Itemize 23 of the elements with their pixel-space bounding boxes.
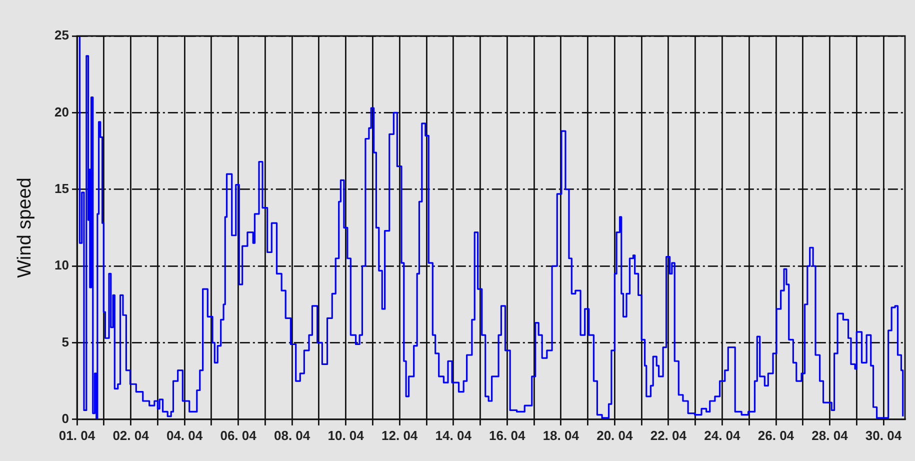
x-tick-label: 20. 04 [596, 428, 634, 443]
x-tick-label: 02. 04 [112, 428, 150, 443]
x-tick-label: 04. 04 [166, 428, 204, 443]
y-tick-label: 15 [54, 180, 69, 196]
x-tick-label: 24. 04 [704, 428, 742, 443]
y-tick-label: 10 [54, 258, 69, 273]
x-tick-label: 16. 04 [489, 428, 526, 443]
x-tick-label: 01. 04 [58, 428, 96, 443]
x-tick-label: 10. 04 [328, 428, 365, 443]
y-axis-title: Wind speed [14, 178, 36, 278]
x-tick-label: 08. 04 [274, 428, 311, 443]
x-tick-label: 12. 04 [382, 428, 418, 443]
x-tick-label: 22. 04 [650, 428, 688, 443]
y-tick-label: 0 [62, 410, 69, 426]
x-tick-label: 18. 04 [542, 428, 580, 443]
y-tick-label: 5 [62, 334, 69, 350]
x-tick-label: 28. 04 [812, 428, 849, 443]
x-tick-label: 30. 04 [865, 428, 902, 443]
x-tick-label: 14. 04 [435, 428, 472, 443]
x-tick-label: 06. 04 [220, 428, 258, 443]
y-tick-label: 20 [54, 104, 69, 120]
x-tick-label: 26. 04 [758, 428, 795, 443]
y-tick-label: 25 [54, 28, 69, 43]
